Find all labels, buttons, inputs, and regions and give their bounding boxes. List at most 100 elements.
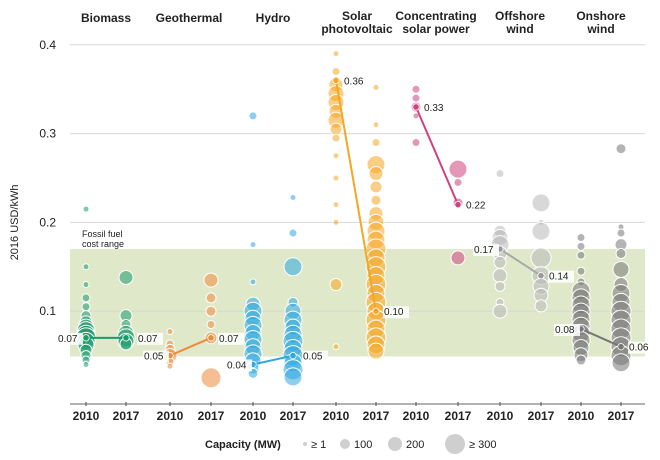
value-label: 0.05	[303, 352, 323, 363]
technology-groups: Biomass 0.07 0.07 Geothermal 0.05 0.07 Hydro 0.…	[57, 9, 654, 389]
bubble	[332, 201, 340, 209]
value-label-bg	[226, 359, 252, 372]
x-axis: 2010 2017 2010 2017 2010 2017 2010 2017 2010 2017…	[70, 402, 645, 423]
tech-label: Concentrating	[395, 9, 476, 23]
value-label-bg	[137, 332, 163, 345]
value-label: 0.07	[138, 334, 158, 345]
legend-bubble	[445, 434, 465, 454]
tech-group-hydro: Hydro 0.04 0.05	[226, 11, 328, 387]
bubble	[615, 143, 627, 155]
value-label-bg	[383, 306, 409, 319]
tech-label: wind	[586, 22, 614, 36]
gridlines	[70, 44, 645, 312]
bubble	[453, 177, 463, 187]
value-label-bg	[218, 332, 244, 345]
tech-label: wind	[505, 22, 533, 36]
legend-label: 100	[354, 439, 372, 451]
fossil-fuel-band	[70, 249, 645, 357]
weighted-average-point	[122, 334, 130, 342]
y-tick-label: 0.1	[39, 304, 56, 318]
legend-label: ≥ 1	[311, 439, 326, 451]
tech-group-biomass: Biomass 0.07 0.07	[57, 11, 163, 368]
x-tick-label: 2010	[157, 409, 184, 423]
tech-label: Biomass	[81, 11, 131, 25]
x-tick-label: 2010	[240, 409, 267, 423]
value-label: 0.10	[384, 307, 404, 318]
bubble	[612, 260, 630, 278]
value-label-bg	[423, 101, 449, 114]
x-tick-label: 2017	[608, 409, 635, 423]
bubble	[492, 268, 508, 284]
bubble	[331, 66, 341, 76]
weighted-average-point	[82, 334, 90, 342]
bubble	[530, 247, 552, 269]
bubble	[205, 292, 217, 304]
value-label: 0.14	[549, 272, 569, 283]
bubble	[615, 247, 627, 259]
bubble	[370, 194, 382, 206]
band-label-line-1: Fossil fuel	[82, 229, 123, 239]
y-tick-label: 0.2	[39, 215, 56, 229]
x-tick-label: 2017	[528, 409, 555, 423]
weighted-average-point	[332, 76, 340, 84]
bubble	[81, 293, 91, 303]
x-tick-label: 2017	[113, 409, 140, 423]
x-tick-label: 2010	[73, 409, 100, 423]
value-label-bg	[628, 341, 654, 354]
weighted-average-point	[454, 201, 462, 209]
weighted-average-point	[617, 343, 625, 351]
x-tick-label: 2010	[323, 409, 350, 423]
y-axis-label: 2016 USD/kWh	[9, 184, 21, 260]
value-label-bg	[302, 350, 328, 363]
x-tick-label: 2010	[403, 409, 430, 423]
bubble	[331, 133, 341, 143]
value-label: 0.17	[474, 245, 494, 256]
bubble	[249, 278, 257, 286]
y-axis: 0.1 0.2 0.3 0.4	[39, 38, 56, 318]
bubble	[82, 360, 90, 368]
value-label: 0.33	[424, 103, 444, 114]
bubble	[332, 343, 340, 351]
bubble	[493, 255, 507, 269]
value-label: 0.07	[58, 334, 78, 345]
bubble	[411, 137, 421, 147]
bubble	[369, 180, 383, 194]
value-label-bg	[554, 323, 580, 336]
bubble	[372, 83, 380, 91]
value-label: 0.07	[219, 334, 239, 345]
bubble	[206, 320, 216, 330]
tech-label: Solar	[342, 9, 372, 23]
bubble	[531, 193, 551, 213]
x-tick-label: 2017	[445, 409, 472, 423]
y-tick-label: 0.4	[39, 38, 56, 52]
bubble	[495, 169, 505, 179]
value-label: 0.22	[466, 201, 486, 212]
tech-label: photovoltaic	[321, 22, 393, 36]
tech-label: solar power	[402, 22, 470, 36]
bubble	[82, 205, 90, 213]
x-tick-label: 2010	[487, 409, 514, 423]
bubble	[616, 228, 626, 238]
value-label-bg	[465, 199, 491, 212]
bubble	[332, 50, 340, 58]
bubble	[200, 367, 222, 389]
bubble	[288, 228, 298, 238]
trend-line	[252, 354, 294, 366]
value-label-bg	[57, 332, 83, 345]
bubble	[492, 303, 508, 319]
bubble	[289, 194, 297, 202]
tech-group-geothermal: Geothermal 0.05 0.07	[143, 11, 244, 389]
x-tick-label: 2017	[198, 409, 225, 423]
value-label: 0.06	[629, 343, 649, 354]
weighted-average-point	[412, 103, 420, 111]
bubble	[448, 159, 468, 179]
legend-bubble	[340, 439, 350, 449]
legend-label: ≥ 300	[469, 439, 496, 451]
bubble	[166, 328, 174, 336]
bubble	[411, 93, 421, 103]
value-label: 0.36	[344, 76, 364, 87]
